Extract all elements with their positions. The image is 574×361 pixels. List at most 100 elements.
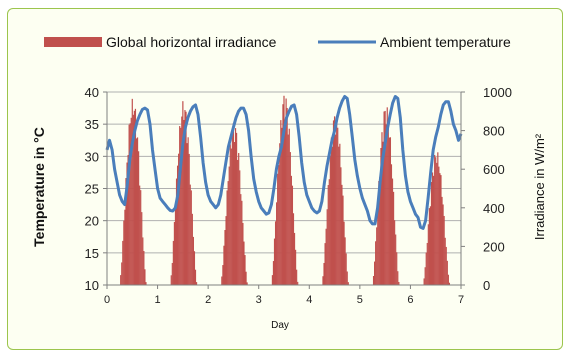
- irradiance-bar: [283, 95, 285, 285]
- irradiance-bar: [176, 165, 179, 285]
- irradiance-bar: [294, 249, 297, 285]
- irradiance-bar: [185, 111, 187, 285]
- irradiance-bar: [190, 190, 192, 285]
- irradiance-bar: [145, 282, 147, 285]
- irradiance-bar: [325, 228, 327, 285]
- irradiance-bar: [273, 238, 276, 285]
- irradiance-bar: [135, 138, 138, 285]
- irradiance-bar: [444, 237, 446, 285]
- left-axis-ticks: 10 15 20 25 30 35 40: [85, 85, 107, 293]
- irradiance-bar: [322, 276, 324, 285]
- left-tick-label: 35: [85, 117, 99, 132]
- irradiance-bar: [397, 271, 399, 285]
- irradiance-bar: [237, 159, 239, 285]
- irradiance-bar: [335, 134, 337, 285]
- irradiance-bar: [430, 181, 433, 285]
- irradiance-bar: [122, 240, 124, 285]
- x-tick-label: 4: [306, 294, 312, 306]
- irradiance-bar: [223, 245, 225, 285]
- irradiance-bar: [132, 114, 134, 285]
- irradiance-bar: [246, 282, 248, 285]
- irradiance-bar: [378, 181, 380, 285]
- irradiance-bar: [426, 242, 428, 285]
- irradiance-bar: [182, 101, 184, 286]
- irradiance-bar: [375, 241, 377, 285]
- irradiance-bar: [222, 265, 224, 285]
- irradiance-bar: [141, 212, 143, 285]
- irradiance-bar: [338, 146, 340, 285]
- irradiance-bar: [186, 143, 188, 285]
- irradiance-bar: [242, 222, 244, 285]
- temperature-line: [105, 95, 463, 230]
- irradiance-bar: [339, 143, 341, 285]
- irradiance-bar: [346, 271, 348, 285]
- irradiance-bar: [440, 175, 442, 285]
- irradiance-bar: [381, 132, 383, 285]
- irradiance-bar: [226, 190, 228, 285]
- irradiance-bar: [290, 175, 292, 285]
- irradiance-bar: [193, 251, 196, 285]
- left-tick-label: 15: [85, 246, 99, 261]
- irradiance-bar: [274, 221, 277, 285]
- irradiance-bar: [225, 216, 227, 285]
- irradiance-bar: [281, 127, 283, 285]
- irradiance-bar: [324, 243, 326, 285]
- irradiance-bar: [342, 195, 344, 285]
- right-tick-label: 600: [483, 162, 505, 177]
- left-tick-label: 25: [85, 182, 99, 197]
- irradiance-bar: [187, 137, 189, 285]
- irradiance-bar: [230, 148, 232, 285]
- irradiance-bar: [232, 122, 235, 285]
- irradiance-bar: [385, 124, 387, 285]
- irradiance-bar: [425, 252, 427, 285]
- irradiance-bar: [234, 128, 237, 285]
- left-tick-label: 20: [85, 214, 99, 229]
- irradiance-bar: [286, 107, 288, 285]
- irradiance-bar: [287, 134, 289, 285]
- irradiance-bar: [142, 237, 144, 285]
- irradiance-bar: [171, 262, 173, 285]
- irradiance-bar: [326, 209, 328, 285]
- irradiance-bar: [442, 204, 444, 285]
- irradiance-bar: [390, 164, 393, 285]
- irradiance-bar: [172, 240, 174, 285]
- irradiance-bar: [389, 137, 392, 285]
- irradiance-bar: [434, 154, 436, 285]
- irradiance-bar: [441, 196, 443, 285]
- irradiance-bar: [382, 141, 384, 285]
- irradiance-bar: [343, 221, 345, 285]
- irradiance-bar: [229, 144, 231, 285]
- irradiance-bar: [243, 241, 245, 285]
- irradiance-bar: [330, 137, 333, 285]
- x-tick-label: 7: [458, 294, 464, 306]
- irradiance-bar: [224, 230, 226, 285]
- irradiance-bar: [244, 255, 246, 285]
- irradiance-bar: [424, 267, 426, 285]
- irradiance-bar: [233, 142, 236, 285]
- irradiance-bar: [194, 269, 197, 285]
- x-tick-label: 3: [256, 294, 262, 306]
- x-axis-ticks: 0 1 2 3 4 5 6 7: [104, 285, 464, 306]
- irradiance-bar: [120, 275, 122, 285]
- irradiance-bar: [345, 253, 347, 285]
- irradiance-bar: [333, 116, 336, 286]
- irradiance-bar: [126, 162, 128, 285]
- irradiance-bar: [292, 213, 295, 285]
- irradiance-bar: [380, 147, 382, 285]
- irradiance-bar: [277, 173, 279, 285]
- irradiance-bar: [238, 153, 240, 285]
- left-tick-label: 40: [85, 85, 99, 100]
- irradiance-bar: [139, 185, 141, 285]
- irradiance-bar: [241, 200, 243, 285]
- irradiance-bar: [391, 178, 394, 285]
- irradiance-bar: [423, 278, 425, 285]
- irradiance-bar: [396, 252, 398, 285]
- irradiance-bar: [439, 173, 441, 285]
- irradiance-bar: [392, 191, 395, 285]
- irradiance-bar: [174, 208, 177, 285]
- irradiance-bar: [331, 146, 334, 285]
- irradiance-bar: [129, 123, 131, 285]
- irradiance-bar: [344, 237, 346, 285]
- irradiance-bar: [288, 128, 290, 285]
- irradiance-bar: [395, 234, 397, 285]
